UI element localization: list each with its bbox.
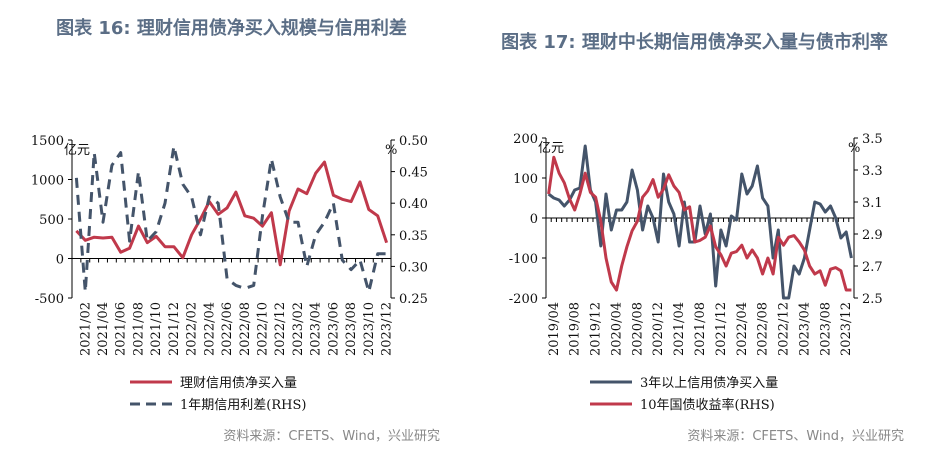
legend-label: 1年期信用利差(RHS) [180, 398, 306, 413]
y-tick-label: -200 [509, 292, 538, 307]
series-line-0 [75, 160, 389, 267]
x-tick-label: 2021/02 [78, 302, 93, 356]
legend-label: 理财信用债净买入量 [180, 376, 297, 391]
y-tick-label: 1500 [31, 134, 64, 149]
y2-tick-label: 3.1 [862, 196, 883, 211]
x-tick-label: 2023/12 [380, 302, 395, 356]
y2-tick-label: 2.7 [862, 260, 883, 275]
right-unit-label: % [385, 143, 397, 158]
x-tick-label: 2021/12 [714, 302, 729, 356]
x-tick-label: 2023/04 [309, 302, 324, 356]
y2-tick-label: 3.3 [862, 164, 883, 179]
series-line-0 [547, 144, 853, 300]
x-tick-label: 2022/04 [202, 302, 217, 356]
chart-title-16: 图表 16: 理财信用债净买入规模与信用利差 [56, 18, 407, 39]
x-tick-label: 2022/12 [273, 302, 288, 356]
y2-tick-label: 0.25 [399, 292, 428, 307]
y-tick-label: 200 [513, 132, 538, 147]
legend-label: 3年以上信用债净买入量 [640, 376, 778, 391]
y2-tick-label: 2.5 [862, 292, 883, 307]
series-line-1 [547, 155, 852, 292]
y-tick-label: 0 [56, 253, 64, 268]
left-unit-label: 亿元 [538, 141, 564, 156]
y-tick-label: 500 [39, 213, 64, 228]
x-tick-label: 2019/12 [589, 302, 604, 356]
y2-tick-label: 3.5 [862, 132, 883, 147]
chart-title-17: 图表 17: 理财中长期信用债净买入量与债市利率 [501, 32, 888, 53]
source-note-16: 资料来源：CFETS、Wind，兴业研究 [223, 429, 440, 444]
y2-tick-label: 0.50 [399, 134, 428, 149]
y-tick-label: -100 [509, 252, 538, 267]
legend-label: 10年国债收益率(RHS) [640, 397, 775, 413]
x-tick-label: 2022/06 [220, 302, 235, 356]
x-tick-label: 2020/12 [651, 302, 666, 356]
y2-tick-label: 0.45 [399, 166, 428, 181]
x-tick-label: 2021/04 [96, 302, 111, 356]
x-tick-label: 2021/08 [131, 302, 146, 356]
y2-tick-label: 0.30 [399, 260, 428, 275]
y-tick-label: 0 [530, 212, 538, 227]
x-tick-label: 2023/02 [291, 302, 306, 356]
x-tick-label: 2022/12 [777, 302, 792, 356]
x-tick-label: 2023/04 [797, 302, 812, 356]
y2-tick-label: 0.40 [399, 197, 428, 212]
x-tick-label: 2023/06 [326, 302, 341, 356]
y-tick-label: -500 [35, 292, 64, 307]
y-tick-label: 1000 [31, 174, 64, 189]
x-tick-label: 2023/10 [362, 302, 377, 356]
x-tick-label: 2021/12 [167, 302, 182, 356]
x-tick-label: 2020/08 [630, 302, 645, 356]
x-tick-label: 2023/08 [344, 302, 359, 356]
x-tick-label: 2021/08 [693, 302, 708, 356]
x-tick-label: 2019/08 [568, 302, 583, 356]
y2-tick-label: 2.9 [862, 228, 883, 243]
x-tick-label: 2021/06 [114, 302, 129, 356]
source-note-17: 资料来源：CFETS、Wind，兴业研究 [687, 429, 904, 444]
y2-tick-label: 0.35 [399, 229, 428, 244]
x-tick-label: 2022/10 [256, 302, 271, 356]
x-tick-label: 2019/04 [547, 302, 562, 356]
x-tick-label: 2022/08 [238, 302, 253, 356]
y-tick-label: 100 [513, 172, 538, 187]
right-unit-label: % [848, 141, 860, 156]
x-tick-label: 2020/04 [609, 302, 624, 356]
x-tick-label: 2021/10 [149, 302, 164, 356]
x-tick-label: 2022/04 [735, 302, 750, 356]
series-line-1 [74, 144, 387, 294]
left-unit-label: 亿元 [64, 143, 90, 158]
x-tick-label: 2021/04 [672, 302, 687, 356]
x-tick-label: 2022/02 [185, 302, 200, 356]
x-tick-label: 2023/12 [839, 302, 854, 356]
x-tick-label: 2023/08 [818, 302, 833, 356]
x-tick-label: 2022/08 [756, 302, 771, 356]
